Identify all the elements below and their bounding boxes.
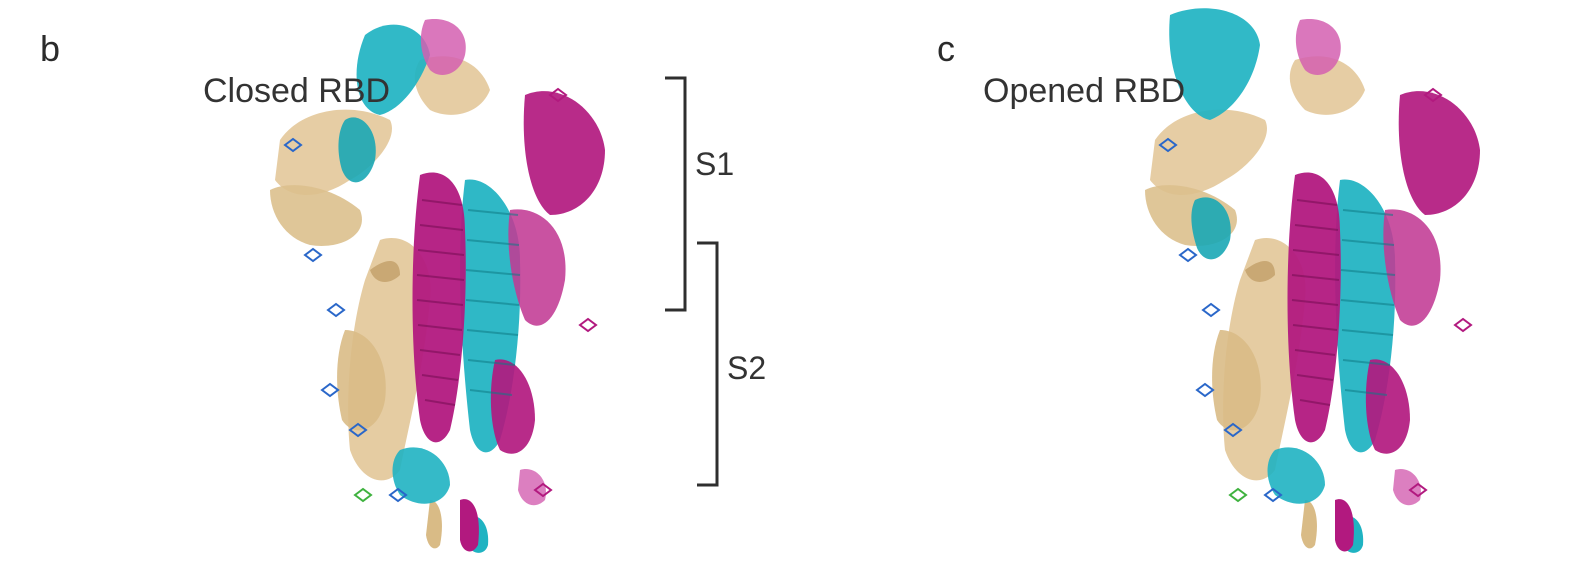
- s1-label: S1: [695, 146, 735, 182]
- panel-c-letter: c: [937, 28, 955, 69]
- chain-magenta-opened: [1287, 19, 1480, 552]
- closed-rbd-label: Closed RBD: [203, 72, 391, 110]
- glycans-opened: [1158, 87, 1473, 503]
- helix-stripes-cyan-closed: [465, 209, 521, 396]
- opened-rbd-label: Opened RBD: [983, 72, 1186, 110]
- helix-stripes-closed: [416, 199, 465, 406]
- s2-label: S2: [727, 350, 767, 386]
- helix-stripes-cyan-opened: [1340, 209, 1396, 396]
- helix-stripes-opened: [1291, 199, 1340, 406]
- panel-b-letter: b: [40, 28, 61, 69]
- s1-bracket: [665, 76, 687, 312]
- spike-structure-closed: [270, 19, 605, 553]
- glycans-closed: [283, 87, 598, 503]
- spike-structure-opened: [1145, 8, 1480, 553]
- s2-bracket: [697, 241, 719, 487]
